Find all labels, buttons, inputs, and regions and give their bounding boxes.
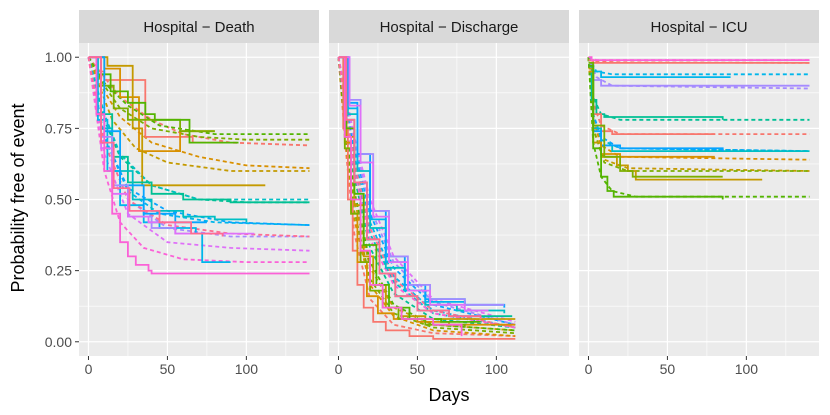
facet-strip [329, 10, 569, 43]
facet-strip-label: Hospital − Discharge [380, 19, 519, 36]
observed-curve-d7 [338, 56, 506, 314]
facet-panel-1: Hospital − Death 0 50 100 [79, 10, 319, 377]
fitted-curve-i10 [587, 57, 810, 172]
y-tick-label: 0.50 [45, 192, 72, 208]
fitted-curve-s3 [87, 56, 310, 172]
fitted-curve-s9 [87, 57, 310, 226]
observed-curve-s12 [88, 56, 310, 275]
fitted-curve-s5 [87, 56, 310, 135]
x-tick-label: 0 [85, 361, 93, 377]
x-tick-label: 50 [410, 361, 426, 377]
observed-curve-d2 [338, 56, 516, 326]
x-tick-label: 50 [160, 361, 176, 377]
observed-curve-i12 [588, 64, 724, 200]
y-tick-label: 0.75 [45, 120, 72, 136]
observed-curve-s3 [88, 56, 266, 187]
facet-strip-label: Hospital − ICU [650, 19, 747, 36]
facet-strip [579, 10, 819, 43]
fitted-curve-d1 [337, 57, 516, 337]
series-group [337, 56, 516, 340]
observed-curve-d12 [338, 56, 463, 337]
facet-panel-3: Hospital − ICU 0 50 100 [579, 10, 819, 377]
x-tick-label: 50 [660, 361, 676, 377]
observed-curve-s5 [88, 56, 239, 144]
series-group [87, 56, 310, 275]
x-tick-label: 100 [485, 361, 509, 377]
observed-curve-s9 [88, 56, 207, 224]
observed-curve-d13 [338, 56, 482, 319]
observed-curve-d11 [338, 56, 489, 312]
facet-strip [79, 10, 319, 43]
observed-curve-d4 [338, 56, 466, 328]
y-tick-label: 0.25 [45, 263, 72, 279]
fitted-curve-i11 [587, 57, 810, 172]
x-tick-label: 100 [735, 361, 759, 377]
observed-curve-d1 [338, 56, 516, 340]
series-group [587, 56, 810, 200]
x-tick-label: 0 [335, 361, 343, 377]
x-tick-label: 100 [235, 361, 259, 377]
y-tick-label: 0.00 [45, 334, 72, 350]
x-axis-title: Days [428, 385, 469, 405]
observed-curve-s13 [88, 56, 224, 237]
y-axis-title: Probability free of event [8, 103, 28, 292]
facet-panel-2: Hospital − Discharge 0 50 100 [329, 10, 569, 377]
fitted-curve-s11 [87, 57, 310, 252]
facet-strip-label: Hospital − Death [143, 19, 254, 36]
x-tick-label: 0 [585, 361, 593, 377]
observed-curve-i2 [588, 56, 810, 61]
y-tick-label: 1.00 [45, 49, 72, 65]
